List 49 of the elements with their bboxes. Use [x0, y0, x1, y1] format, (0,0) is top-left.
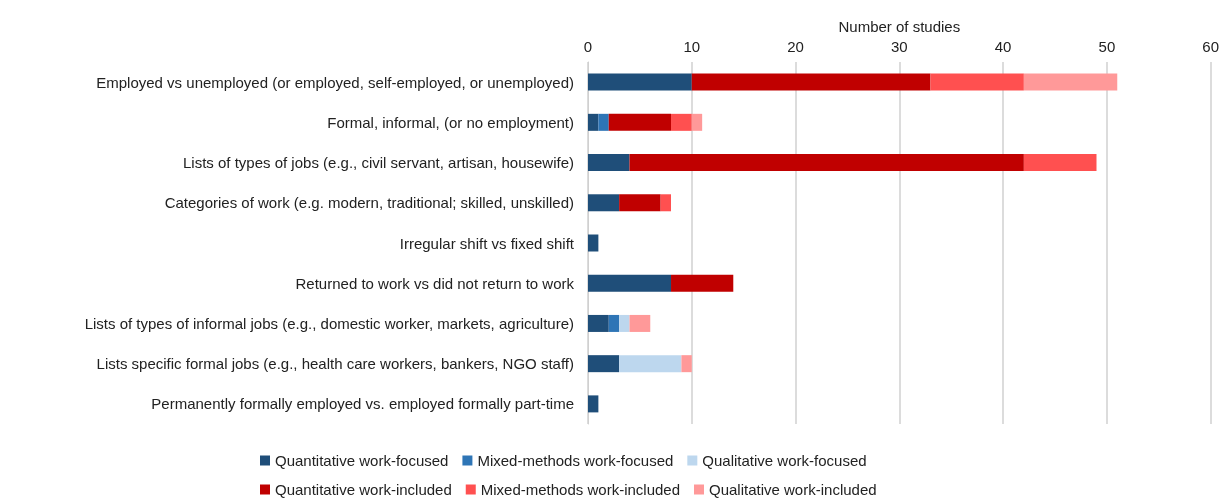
legend-label: Quantitative work-focused [275, 452, 449, 469]
x-tick-label: 60 [1202, 38, 1219, 55]
x-tick-label: 30 [890, 38, 908, 55]
bar [671, 113, 692, 131]
bar [691, 113, 703, 131]
x-tick-label: 50 [1098, 38, 1116, 55]
legend-label: Quantitative work-included [275, 481, 452, 498]
bar [588, 314, 609, 332]
y-tick-label: Lists of types of informal jobs (e.g., domestic worker, markets, agriculture) [84, 314, 574, 332]
y-tick-label: Irregular shift vs fixed shift [399, 234, 575, 252]
y-tick-label: Formal, informal, (or no employment) [327, 113, 574, 131]
bar [588, 395, 599, 413]
bar [619, 355, 682, 373]
y-tick-label: Employed vs unemployed (or employed, self-employed, or unemployed) [96, 73, 574, 91]
bar [608, 113, 672, 131]
x-axis-title: Number of studies [838, 18, 961, 35]
y-tick-label: Categories of work (e.g. modern, traditional; skilled, unskilled) [164, 194, 574, 212]
y-tick-label: Returned to work vs did not return to work [295, 274, 575, 292]
bar [681, 355, 692, 373]
bar [930, 73, 1024, 91]
bar [608, 314, 620, 332]
bar [588, 355, 620, 373]
bar [619, 194, 661, 212]
bar [1023, 154, 1097, 172]
bar [588, 73, 692, 91]
x-tick-label: 0 [583, 38, 593, 55]
y-tick-label: Permanently formally employed vs. employed formally part-time [151, 395, 574, 413]
bar [588, 113, 599, 131]
bar [691, 73, 931, 91]
legend-label: Mixed-methods work-included [480, 481, 681, 498]
x-tick-label: 20 [787, 38, 804, 55]
bar [619, 314, 630, 332]
legend-label: Qualitative work-included [709, 481, 877, 498]
bar [598, 113, 609, 131]
bar [629, 314, 651, 332]
y-tick-label: Lists specific formal jobs (e.g., health care workers, bankers, NGO staff) [96, 355, 574, 373]
x-tick-label: 10 [683, 38, 701, 55]
legend-label: Mixed-methods work-focused [477, 452, 674, 469]
bar [588, 154, 630, 172]
bar [671, 274, 734, 292]
bar [588, 234, 599, 252]
bar [588, 274, 672, 292]
y-tick-label: Lists of types of jobs (e.g., civil servant, artisan, housewife) [182, 154, 574, 172]
bar [1023, 73, 1118, 91]
bar [660, 194, 672, 212]
legend-label: Qualitative work-focused [702, 452, 867, 469]
bar [588, 194, 620, 212]
x-tick-label: 40 [994, 38, 1012, 55]
bar [629, 154, 1024, 172]
